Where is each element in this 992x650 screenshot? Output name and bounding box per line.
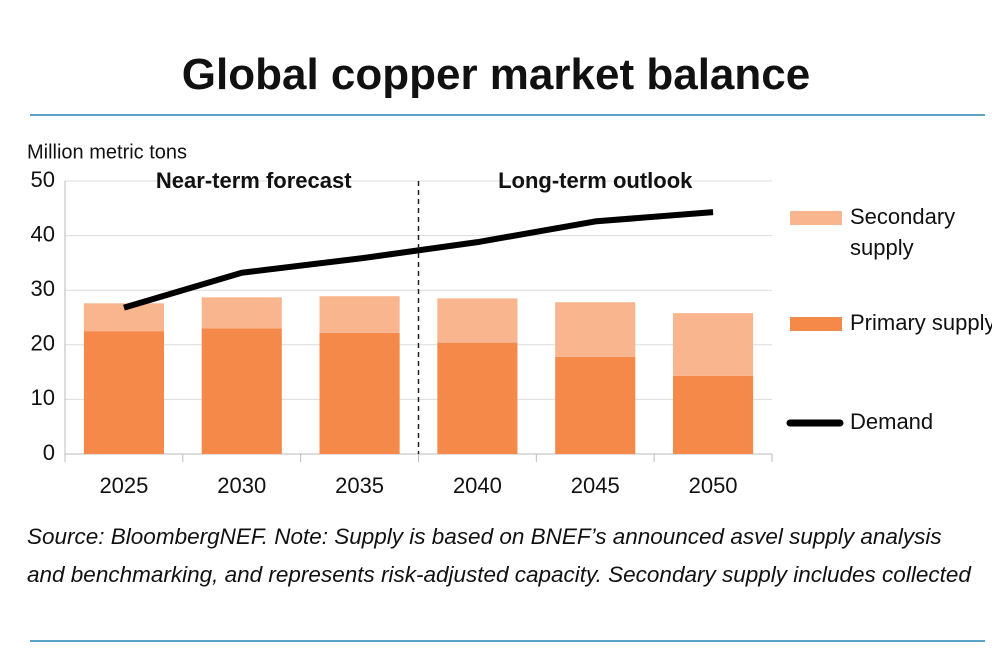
y-tick-label: 50: [31, 167, 55, 192]
y-tick-label: 0: [43, 440, 55, 465]
bar-segment: [437, 298, 518, 343]
y-tick-label: 40: [31, 221, 55, 246]
y-tick-label: 30: [31, 276, 55, 301]
legend-label: Secondary supply: [850, 204, 961, 260]
bar-segment: [319, 296, 400, 333]
y-tick-label: 10: [31, 385, 55, 410]
legend-label: Primary supply: [850, 310, 992, 335]
x-tick-label: 2030: [217, 473, 266, 498]
x-tick-label: 2025: [99, 473, 148, 498]
y-tick-label: 20: [31, 331, 55, 356]
bar-segment: [673, 375, 754, 454]
annotation: Near-term forecast: [156, 168, 352, 193]
bar-segment: [319, 332, 400, 454]
x-tick-label: 2045: [571, 473, 620, 498]
bar-segment: [673, 313, 754, 376]
x-tick-label: 2040: [453, 473, 502, 498]
bar-segment: [437, 342, 518, 454]
legend-swatch: [790, 211, 842, 225]
bar-segment: [555, 302, 636, 357]
demand-line: [123, 209, 714, 311]
source-note: Source: BloombergNEF. Note: Supply is ba…: [27, 524, 971, 587]
legend-swatch: [790, 317, 842, 331]
bar-segment: [201, 328, 282, 454]
legend-label: Demand: [850, 409, 933, 434]
x-tick-label: 2035: [335, 473, 384, 498]
bar-segment: [83, 331, 164, 454]
x-tick-label: 2050: [689, 473, 738, 498]
bar-segment: [83, 303, 164, 332]
bar-segment: [201, 297, 282, 329]
chart-title: Global copper market balance: [181, 50, 811, 99]
y-axis-label: Million metric tons: [27, 141, 187, 163]
annotation: Long-term outlook: [498, 168, 693, 193]
divider: [30, 114, 985, 116]
bar-segment: [555, 356, 636, 454]
divider: [30, 640, 985, 642]
